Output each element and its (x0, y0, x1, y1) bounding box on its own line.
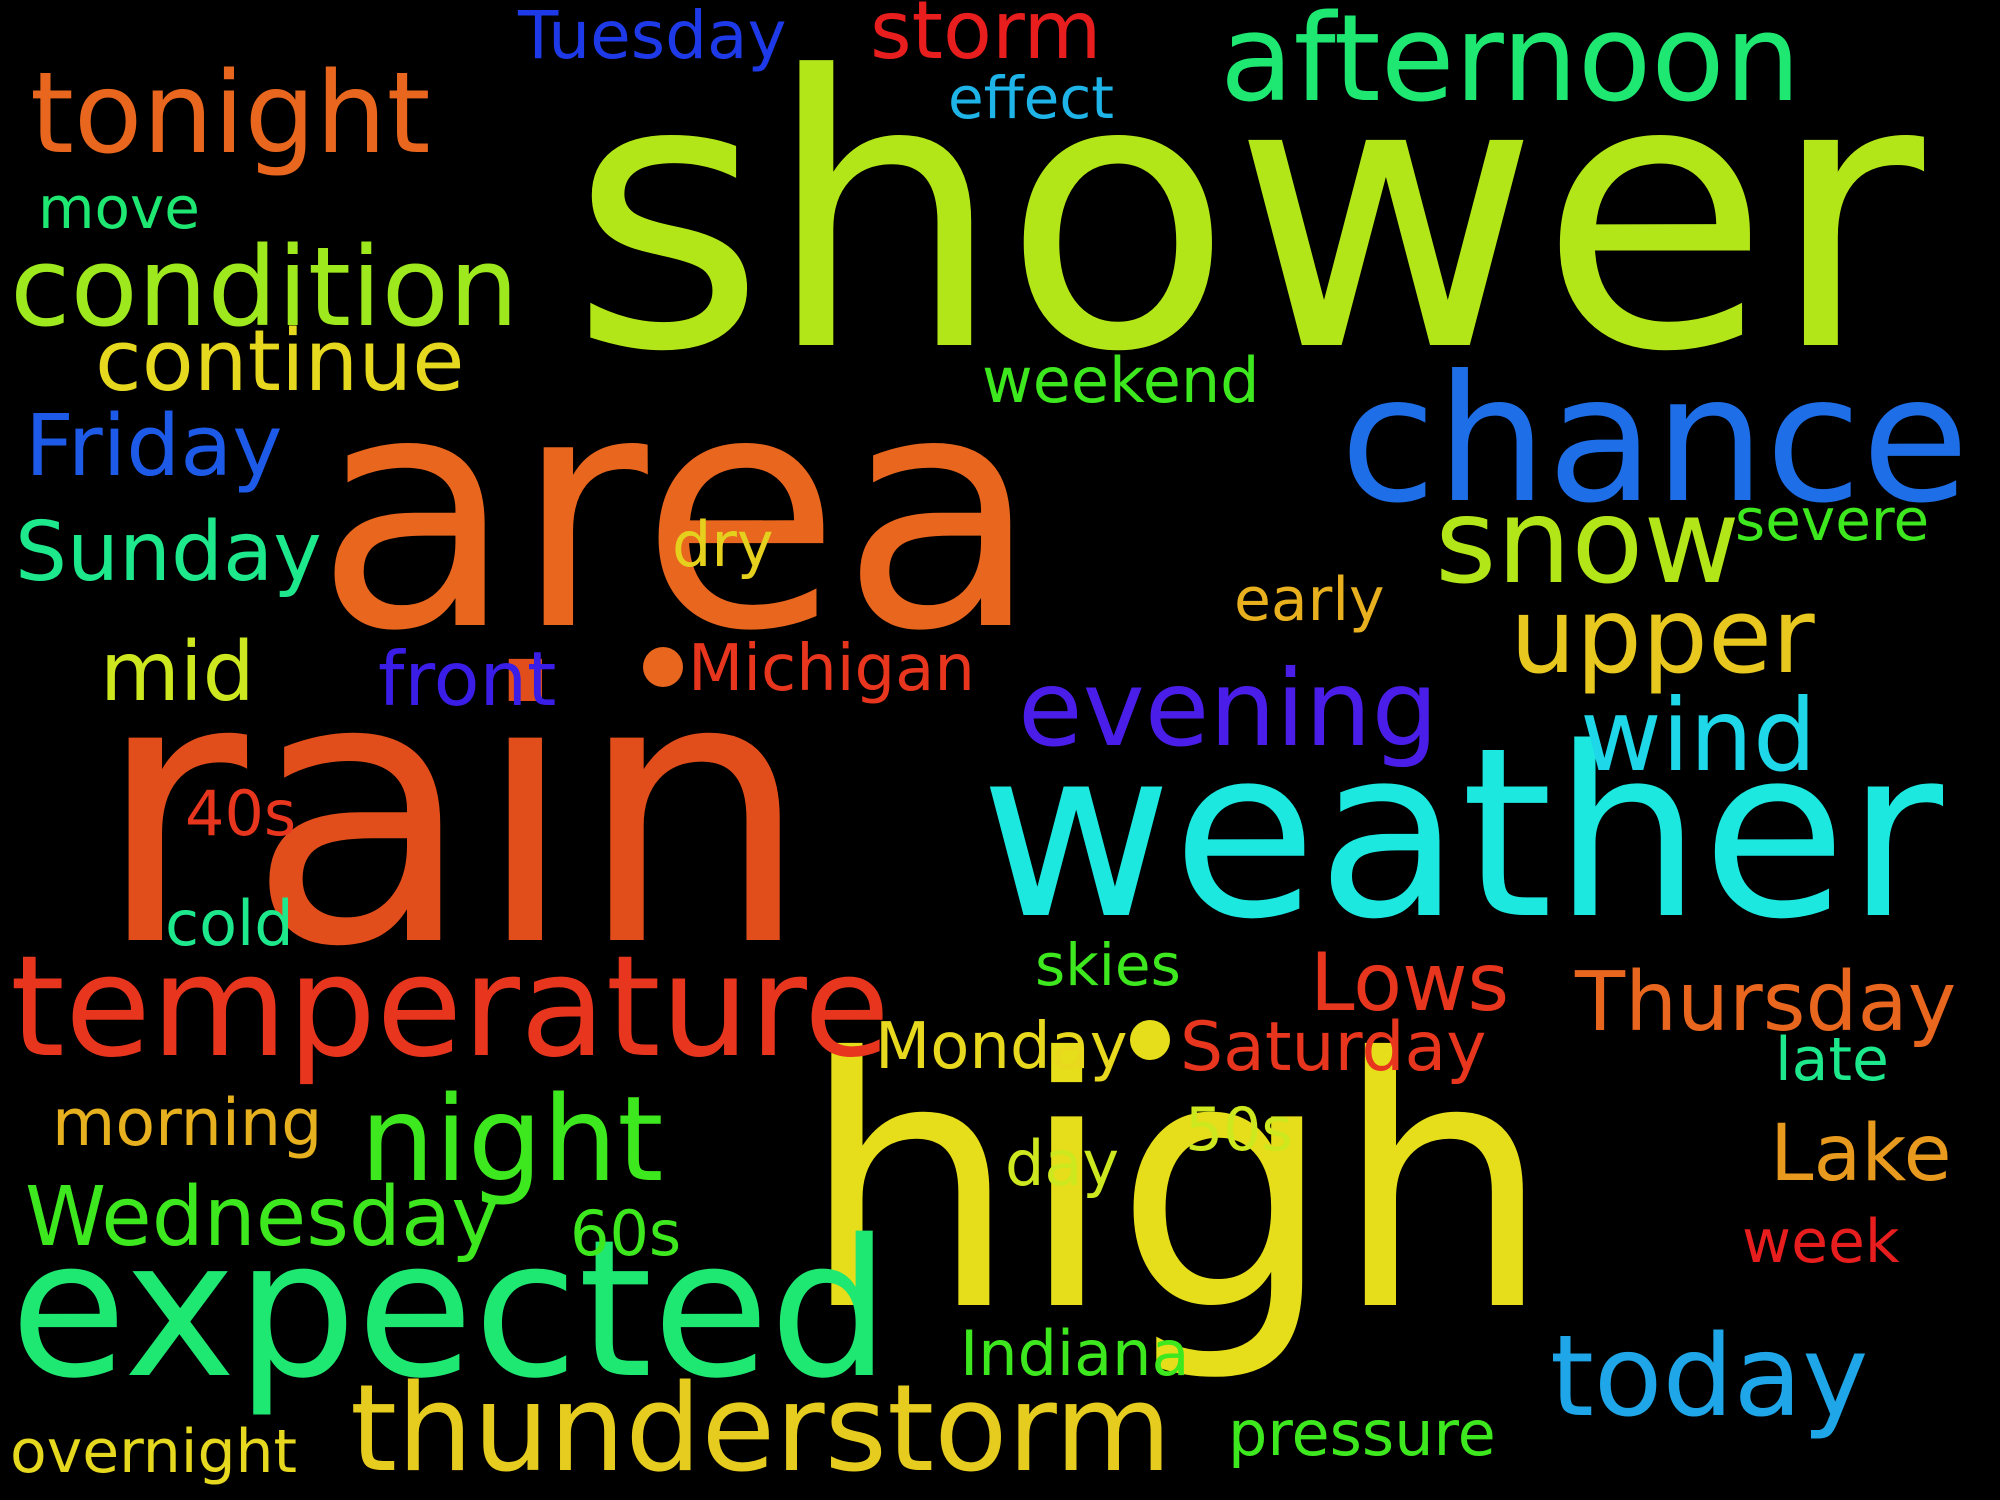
word-lows: Lows (1310, 936, 1509, 1029)
word-tonight: tonight (30, 49, 431, 179)
word-weather: weather (980, 698, 1943, 971)
word-saturday: Saturday (1180, 1008, 1486, 1087)
word-wind: wind (1580, 677, 1816, 794)
word-chance: chance (1340, 339, 1969, 542)
word-60s: 60s (570, 1197, 681, 1270)
word-lake: Lake (1770, 1109, 1952, 1199)
word-move: move (38, 174, 200, 242)
word-condition: condition (10, 223, 519, 351)
word-pressure: pressure (1228, 1397, 1496, 1470)
word-rain: rain (95, 598, 811, 1028)
word-night: night (360, 1070, 664, 1208)
word-thunderstorm: thunderstorm (350, 1360, 1172, 1499)
word-dry: dry (672, 508, 774, 581)
word-weekend: weekend (982, 344, 1260, 417)
word-early: early (1234, 565, 1385, 635)
word-50s: 50s (1185, 1095, 1293, 1165)
word-monday: Monday (875, 1010, 1128, 1084)
word-day: day (1005, 1127, 1119, 1200)
word-morning: morning (52, 1086, 322, 1161)
word-skies: skies (1035, 931, 1181, 999)
word-expected: expected (10, 1199, 890, 1420)
word-area: area (315, 323, 1040, 702)
word-week: week (1742, 1207, 1900, 1277)
word-upper: upper (1510, 575, 1815, 697)
dot-mark-1 (643, 647, 683, 687)
word-cold: cold (165, 887, 294, 960)
word-sunday: Sunday (15, 505, 322, 600)
word-effect: effect (948, 64, 1114, 132)
word-continue: continue (95, 312, 465, 411)
word-temperature: temperature (10, 926, 890, 1089)
word-40s: 40s (185, 777, 296, 850)
dot-mark-2 (1130, 1020, 1170, 1060)
word-front: front (378, 635, 556, 723)
word-evening: evening (1018, 648, 1438, 770)
word-mid: mid (100, 625, 255, 720)
word-tuesday: Tuesday (517, 0, 787, 74)
word-shower: shower (570, 0, 1928, 434)
word-snow: snow (1435, 472, 1740, 610)
word-storm: storm (870, 0, 1101, 77)
word-friday: Friday (25, 397, 283, 496)
word-afternoon: afternoon (1220, 0, 1801, 129)
word-today: today (1550, 1312, 1868, 1442)
word-indiana: Indiana (960, 1317, 1189, 1390)
word-thursday: Thursday (1574, 955, 1956, 1050)
word-overnight: overnight (10, 1417, 297, 1487)
word-michigan: Michigan (688, 632, 975, 706)
word-high: high (800, 986, 1552, 1387)
word-severe: severe (1735, 486, 1929, 554)
word-late: late (1775, 1025, 1889, 1095)
word-wednesday: Wednesday (25, 1170, 500, 1265)
